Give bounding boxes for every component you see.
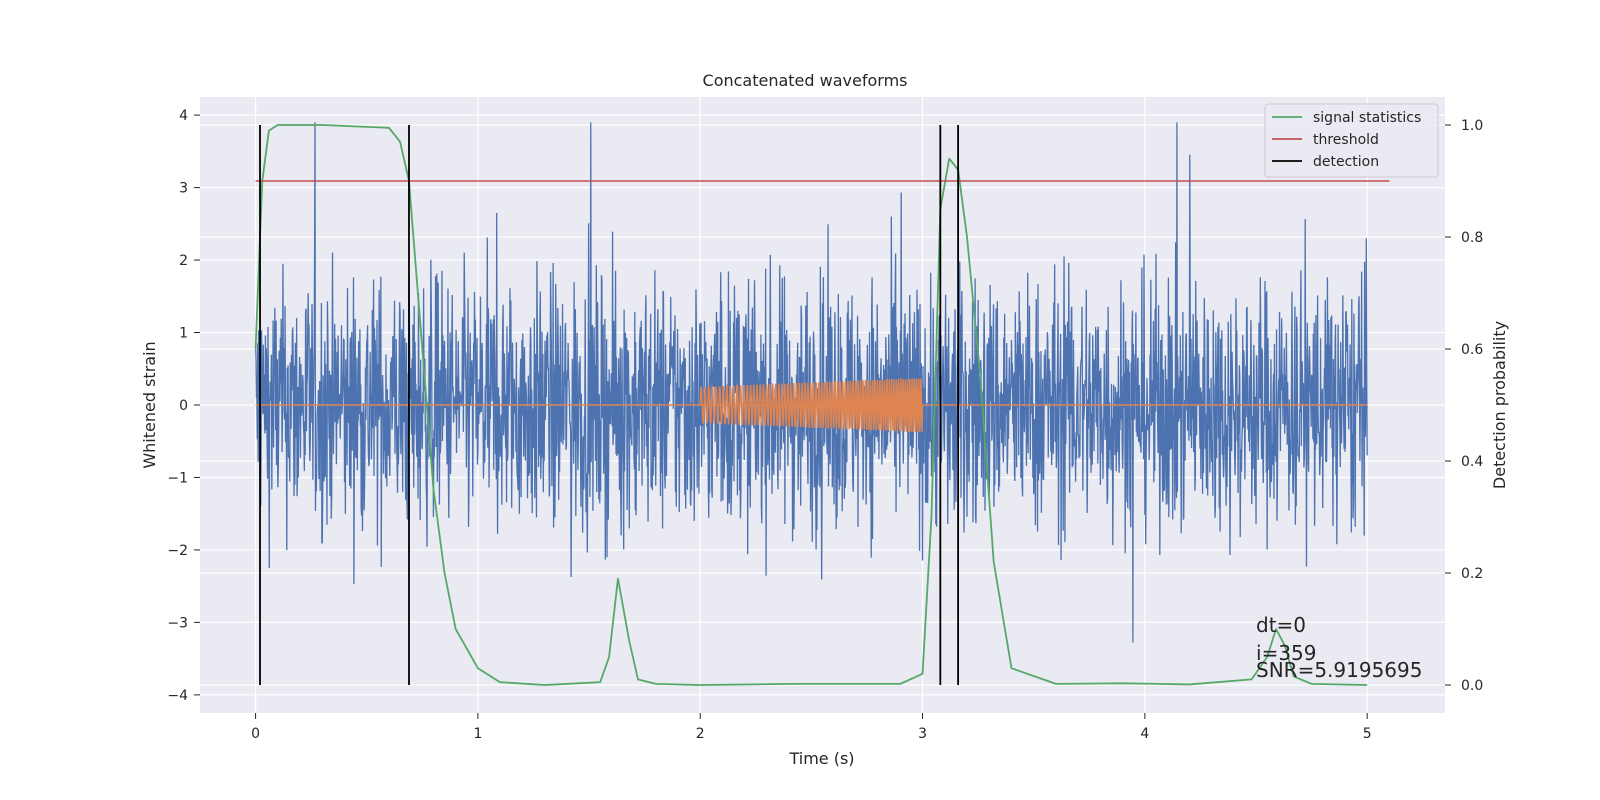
annotation-text: dt=0 xyxy=(1256,613,1306,637)
y-right-tick-label: 0.0 xyxy=(1461,678,1483,694)
legend: signal statistics threshold detection xyxy=(1264,103,1439,178)
y-axis-right-ticks: 1.0 0.8 0.6 0.4 0.2 0.0 xyxy=(1445,118,1483,694)
chirp-line xyxy=(699,378,924,433)
y-tick-label: 3 xyxy=(179,181,188,197)
y-axis-left-ticks: 4 3 2 1 0 −1 −2 −3 −4 xyxy=(167,108,200,704)
y-axis-left-label: Whitened strain xyxy=(140,341,159,468)
y-axis-right-label: Detection probability xyxy=(1490,321,1509,489)
y-tick-label: −4 xyxy=(167,688,188,704)
y-right-tick-label: 0.8 xyxy=(1461,230,1483,246)
y-right-tick-label: 1.0 xyxy=(1461,118,1483,134)
x-axis-ticks: 0 1 2 3 4 5 xyxy=(251,713,1372,742)
y-tick-label: 4 xyxy=(179,108,188,124)
x-tick-label: 3 xyxy=(918,726,927,742)
detection-lines xyxy=(259,125,960,685)
y-tick-label: 2 xyxy=(179,253,188,269)
legend-label: detection xyxy=(1313,154,1379,170)
y-tick-label: 0 xyxy=(179,398,188,414)
legend-label: threshold xyxy=(1313,132,1379,148)
chart-title: Concatenated waveforms xyxy=(703,71,908,90)
legend-box xyxy=(1264,103,1439,178)
y-tick-label: 1 xyxy=(179,326,188,342)
annotation-text: SNR=5.9195695 xyxy=(1256,658,1422,682)
annotation-text: i=359 xyxy=(1256,641,1317,665)
legend-label: signal statistics xyxy=(1313,110,1421,126)
y-tick-label: −3 xyxy=(167,615,188,631)
x-axis-label: Time (s) xyxy=(788,749,854,768)
x-tick-label: 0 xyxy=(251,726,260,742)
y-right-tick-label: 0.4 xyxy=(1461,454,1483,470)
x-tick-label: 2 xyxy=(696,726,705,742)
x-tick-label: 4 xyxy=(1140,726,1149,742)
y-right-tick-label: 0.2 xyxy=(1461,566,1483,582)
chirp-series xyxy=(255,378,1368,433)
x-tick-label: 1 xyxy=(473,726,482,742)
x-tick-label: 5 xyxy=(1363,726,1372,742)
y-right-tick-label: 0.6 xyxy=(1461,342,1483,358)
y-tick-label: −1 xyxy=(167,470,188,486)
signal-statistics-line xyxy=(254,124,1368,686)
signal-statistics-series xyxy=(254,124,1368,686)
y-tick-label: −2 xyxy=(167,543,188,559)
